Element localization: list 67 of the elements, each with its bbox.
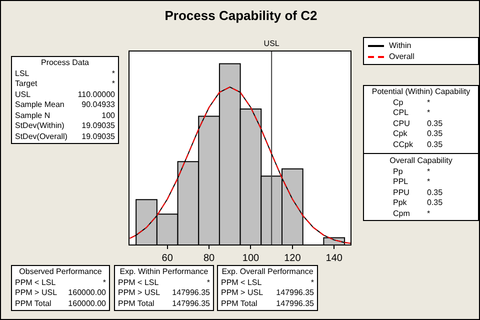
text: 0.35: [427, 129, 443, 140]
text: *: [102, 278, 106, 288]
text: Cpk: [393, 129, 408, 140]
x-tick-label: 60: [162, 252, 174, 264]
text: CPL: [393, 108, 410, 118]
text: Cp: [393, 98, 404, 108]
text: 19.09035: [82, 121, 115, 132]
text: *: [427, 208, 430, 219]
text: PPM < LSL: [15, 278, 56, 288]
text: USL: [15, 90, 31, 100]
text: PPM > USL: [15, 288, 58, 298]
text: Exp. Within Performance: [118, 267, 210, 278]
legend-label: Overall: [389, 52, 414, 61]
text: PPM < LSL: [221, 278, 262, 288]
text: 147996.35: [172, 298, 210, 309]
text: Process Data: [40, 58, 90, 68]
text: 147996.35: [276, 298, 314, 309]
text: Exp. Overall Performance: [221, 267, 314, 278]
text: PPM > USL: [221, 288, 264, 298]
text: 0.35: [427, 188, 443, 198]
legend-label: Within: [389, 41, 412, 50]
text: 147996.35: [276, 288, 314, 298]
text: 0.35: [427, 118, 443, 129]
text: 147996.35: [172, 288, 210, 298]
text: PPM > USL: [118, 288, 160, 298]
text: PPM Total: [118, 298, 154, 309]
text: *: [427, 166, 430, 177]
text: *: [112, 68, 115, 79]
text: PPL: [393, 177, 410, 188]
x-tick-label: 120: [284, 252, 302, 264]
text: Sample Mean: [15, 100, 64, 110]
text: CCpk: [393, 140, 414, 150]
text: Cpm: [393, 208, 411, 219]
text: 110.00000: [78, 90, 115, 100]
text: PPU: [393, 188, 410, 198]
text: Sample N: [15, 110, 50, 121]
ref-line-label: USL: [264, 39, 280, 48]
x-tick-label: 80: [203, 252, 216, 264]
text: PPM Total: [15, 298, 52, 309]
text: *: [112, 79, 115, 90]
chart-title: Process Capability of C2: [164, 8, 318, 23]
text: 0.35: [427, 140, 443, 150]
text: Pp: [393, 166, 404, 177]
text: Potential (Within) Capability: [370, 87, 472, 98]
text: 160000.00: [68, 298, 106, 309]
text: *: [427, 177, 430, 188]
text: 90.04933: [82, 100, 115, 110]
text: *: [206, 278, 210, 288]
text: StDev(Overall): [15, 132, 68, 142]
text: 19.09035: [82, 132, 115, 142]
text: Target: [15, 79, 38, 90]
text: *: [427, 98, 430, 108]
text: 100: [102, 110, 115, 121]
text: 160000.00: [68, 288, 106, 298]
text: PPM Total: [221, 298, 258, 309]
text: StDev(Within): [15, 121, 64, 132]
text: Ppk: [393, 198, 408, 208]
x-tick-label: 100: [242, 252, 260, 264]
text: *: [427, 108, 430, 118]
text: PPM < LSL: [118, 278, 159, 288]
x-tick-label: 140: [326, 252, 343, 264]
text: 0.35: [427, 198, 443, 208]
text: LSL: [15, 68, 30, 79]
text: Observed Performance: [18, 267, 103, 278]
text: CPU: [393, 118, 411, 129]
text: Overall Capability: [388, 156, 454, 166]
text: *: [310, 278, 314, 288]
